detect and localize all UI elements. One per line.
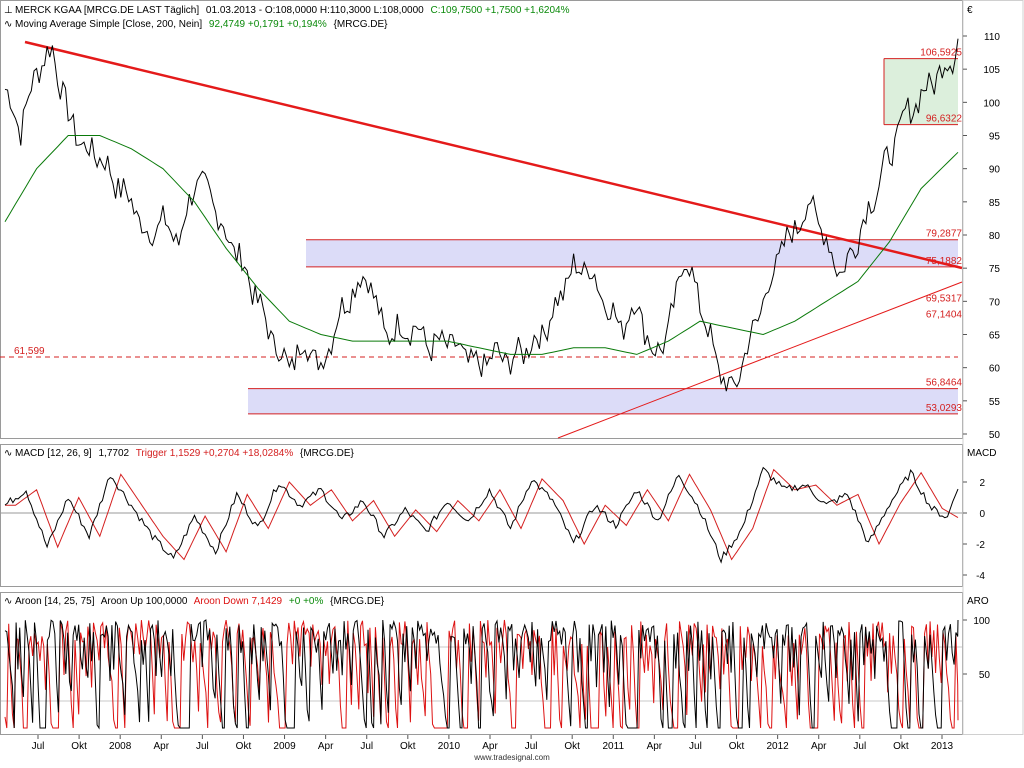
- aroon-down-value: Aroon Down 7,1429: [194, 596, 283, 607]
- level-lines: 106,5925 96,6322 79,2877 75,1882 69,5317 67,1…: [0, 48, 963, 415]
- x-tick-label: Jul: [32, 741, 45, 752]
- macd-header-icon[interactable]: ∿: [4, 448, 12, 459]
- macd-y-tick-label: -2: [976, 540, 985, 551]
- y-tick-label: 75: [989, 264, 1001, 275]
- x-tick-label: Okt: [400, 741, 416, 752]
- x-tick-label: Jul: [689, 741, 702, 752]
- y-tick-label: 95: [989, 132, 1001, 143]
- ma-header-icon[interactable]: ∿: [4, 19, 12, 30]
- price-header-icon[interactable]: ⊥: [4, 5, 13, 16]
- macd-line: [4, 466, 959, 564]
- y-tick-label: 50: [989, 430, 1001, 441]
- x-tick-label: Okt: [729, 741, 745, 752]
- time-x-axis: Jul Okt 2008 Apr Jul Okt 2009 Apr Jul Okt 2010 Apr J…: [32, 735, 954, 752]
- y-tick-label: 100: [983, 98, 1000, 109]
- ma-symbol: {MRCG.DE}: [334, 19, 389, 30]
- level-label: 61,599: [14, 346, 45, 357]
- x-tick-label: Jul: [853, 741, 866, 752]
- level-label: 69,5317: [926, 293, 963, 304]
- x-tick-label: 2013: [931, 741, 954, 752]
- ma-label: Moving Average Simple [Close, 200, Nein]: [15, 19, 202, 30]
- x-tick-label: Apr: [647, 741, 663, 752]
- uptrend-line: [557, 281, 963, 439]
- x-tick-label: Apr: [318, 741, 334, 752]
- y-tick-label: 80: [989, 231, 1001, 242]
- level-label: 67,1404: [926, 309, 963, 320]
- level-label: 56,8464: [926, 378, 963, 389]
- ma-value: 92,4749 +0,1791 +0,194%: [209, 19, 327, 30]
- x-tick-label: Jul: [360, 741, 373, 752]
- macd-symbol: {MRCG.DE}: [300, 448, 355, 459]
- aroon-label: Aroon [14, 25, 75]: [15, 596, 95, 607]
- aroon-series: 50 100: [1, 616, 991, 730]
- resistance-zone: [306, 239, 958, 267]
- aroon-axis-title: ARO: [967, 596, 989, 607]
- x-tick-label: Jul: [525, 741, 538, 752]
- footer-credit: www.tradesignal.com: [474, 753, 550, 762]
- bar-values: 01.03.2013 - O:108,0000 H:110,3000 L:108…: [206, 5, 424, 16]
- x-tick-label: 2012: [767, 741, 790, 752]
- moving-average-line: [4, 135, 959, 355]
- macd-y-tick-label: 2: [979, 478, 985, 489]
- level-label: 106,5925: [920, 48, 962, 59]
- x-tick-label: 2008: [109, 741, 132, 752]
- aroon-symbol: {MRCG.DE}: [330, 596, 385, 607]
- macd-value: 1,7702: [98, 448, 129, 459]
- x-tick-label: 2009: [273, 741, 296, 752]
- macd-trigger-line: [5, 468, 959, 561]
- y-tick-label: 110: [984, 32, 1000, 43]
- price-series: [4, 38, 959, 392]
- aroon-y-tick-label: 100: [973, 616, 990, 627]
- y-tick-label: 55: [989, 397, 1001, 408]
- y-tick-label: 70: [989, 297, 1001, 308]
- x-tick-label: Apr: [153, 741, 169, 752]
- trend-lines: [24, 40, 963, 439]
- aroon-y-tick-label: 50: [979, 670, 991, 681]
- macd-axis-title: MACD: [967, 448, 996, 459]
- x-tick-label: Okt: [236, 741, 252, 752]
- x-tick-label: Okt: [893, 741, 909, 752]
- y-tick-label: 90: [989, 165, 1001, 176]
- level-label: 96,6322: [926, 114, 963, 125]
- macd-y-tick-label: -4: [976, 571, 985, 582]
- aroon-up-value: Aroon Up 100,0000: [101, 596, 188, 607]
- x-tick-label: Okt: [71, 741, 87, 752]
- price-y-axis: 50 55 60 65 70 75 80 85 90 95 100 105 110: [963, 32, 1000, 441]
- close-value: C:109,7500 +1,7500 +1,6204%: [430, 5, 569, 16]
- macd-label: MACD [12, 26, 9]: [15, 448, 92, 459]
- support-resistance-zones: [248, 58, 958, 414]
- level-label: 53,0293: [926, 403, 963, 414]
- y-tick-label: 60: [989, 364, 1001, 375]
- x-tick-label: 2010: [438, 741, 461, 752]
- price-line: [4, 38, 959, 392]
- downtrend-line: [24, 40, 963, 270]
- macd-y-tick-label: 0: [979, 509, 985, 520]
- macd-header: MACD [12, 26, 9] 1,7702 Trigger 1,1529 +…: [15, 448, 355, 459]
- x-tick-label: Apr: [811, 741, 827, 752]
- macd-trigger: Trigger 1,1529 +0,2704 +18,0284%: [136, 448, 294, 459]
- y-tick-label: 85: [989, 198, 1001, 209]
- level-label: 79,2877: [926, 229, 963, 240]
- aroon-header-icon[interactable]: ∿: [4, 596, 12, 607]
- macd-panel-frame: [0, 444, 963, 587]
- x-tick-label: Apr: [482, 741, 498, 752]
- currency-label: €: [967, 5, 973, 16]
- ma-header: Moving Average Simple [Close, 200, Nein]…: [15, 19, 388, 30]
- price-header: MERCK KGAA [MRCG.DE LAST Täglich] 01.03.…: [15, 5, 570, 16]
- x-tick-label: 2011: [603, 741, 625, 752]
- support-zone: [248, 388, 958, 414]
- y-tick-label: 65: [989, 331, 1001, 342]
- aroon-change: +0 +0%: [289, 596, 324, 607]
- symbol-label: MERCK KGAA [MRCG.DE LAST Täglich]: [15, 5, 199, 16]
- x-tick-label: Jul: [196, 741, 209, 752]
- aroon-up-line: [4, 619, 959, 730]
- level-label: 75,1882: [926, 256, 963, 267]
- y-tick-label: 105: [983, 65, 1000, 76]
- macd-series: -4 -2 0 2: [1, 466, 985, 582]
- x-tick-label: Okt: [564, 741, 580, 752]
- aroon-header: Aroon [14, 25, 75] Aroon Up 100,0000 Aro…: [15, 596, 385, 607]
